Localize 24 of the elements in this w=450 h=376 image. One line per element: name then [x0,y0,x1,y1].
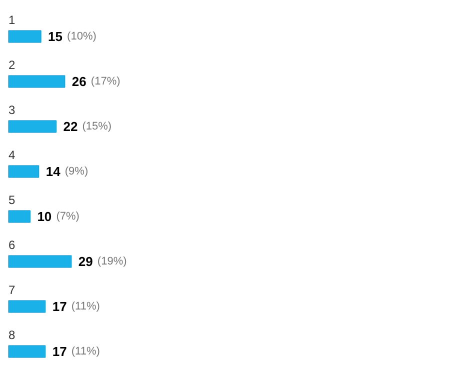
y-tick-label: 7 [8,283,16,297]
data-label: 17 (11%) [52,344,100,359]
data-label: 15 (10%) [48,29,96,44]
data-label: 17 (11%) [52,299,100,314]
bar [8,30,42,43]
y-tick-label: 8 [8,328,16,342]
data-label: 10 (7%) [37,209,80,224]
bar [8,75,66,88]
data-label: 29 (19%) [78,254,127,269]
y-tick-label: 6 [8,238,16,252]
y-tick-label: 2 [8,58,16,72]
bar [8,255,72,268]
bar [8,165,40,178]
y-tick-label: 1 [8,13,16,27]
y-tick-label: 4 [8,148,16,162]
data-label: 14 (9%) [46,164,88,179]
y-tick-label: 3 [8,103,16,117]
bar [8,300,46,313]
bar [8,345,46,358]
bar [8,120,56,133]
y-tick-label: 5 [8,193,16,207]
data-label: 22 (15%) [63,119,112,134]
bar [8,210,30,223]
data-label: 26 (17%) [72,74,120,89]
